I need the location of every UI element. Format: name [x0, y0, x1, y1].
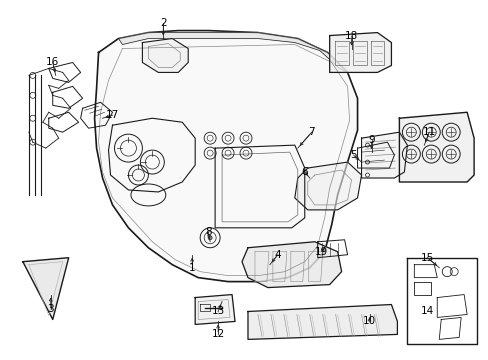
- Polygon shape: [361, 132, 407, 178]
- Polygon shape: [242, 242, 341, 288]
- Polygon shape: [329, 32, 390, 72]
- Text: 4: 4: [274, 250, 281, 260]
- Text: 18: 18: [344, 31, 358, 41]
- Text: 10: 10: [362, 316, 375, 327]
- Text: 12: 12: [211, 329, 224, 339]
- Text: 1: 1: [188, 263, 195, 273]
- Polygon shape: [294, 162, 361, 210]
- Polygon shape: [118, 32, 347, 72]
- Text: 17: 17: [106, 110, 119, 120]
- Text: 8: 8: [204, 227, 211, 237]
- Polygon shape: [23, 258, 68, 319]
- Text: 16: 16: [46, 58, 59, 67]
- Text: 13: 13: [211, 306, 224, 316]
- Polygon shape: [195, 294, 235, 324]
- Text: 6: 6: [301, 167, 307, 177]
- Polygon shape: [247, 305, 397, 339]
- Text: 19: 19: [314, 247, 327, 257]
- Text: 3: 3: [47, 305, 54, 315]
- Polygon shape: [142, 39, 188, 72]
- Polygon shape: [399, 112, 473, 182]
- Text: 11: 11: [422, 127, 435, 137]
- Circle shape: [208, 236, 212, 240]
- Text: 9: 9: [367, 135, 374, 145]
- Text: 15: 15: [420, 253, 433, 263]
- Polygon shape: [94, 31, 357, 282]
- Text: 14: 14: [420, 306, 433, 316]
- Text: 2: 2: [160, 18, 166, 28]
- Text: 5: 5: [349, 150, 356, 160]
- Text: 7: 7: [308, 127, 314, 137]
